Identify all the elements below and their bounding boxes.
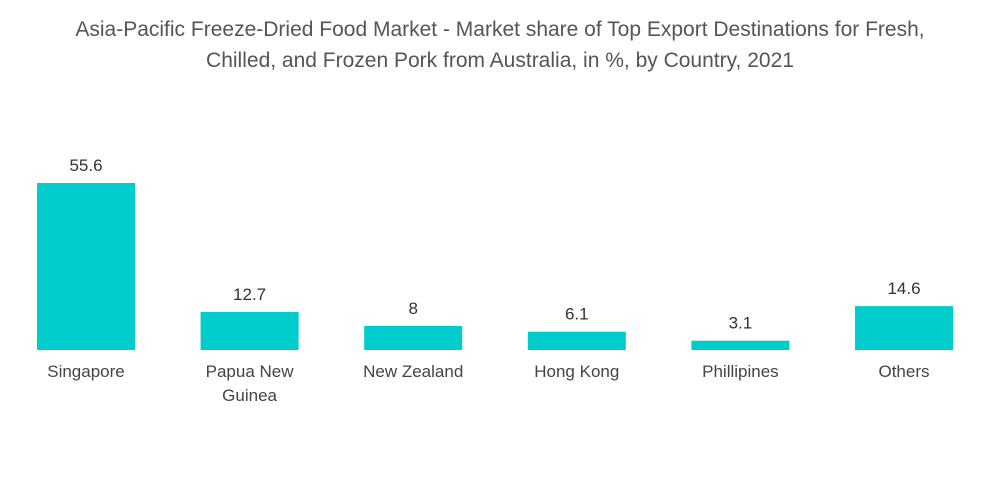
- category-label-new-zealand: New Zealand: [363, 362, 463, 381]
- category-label-line: Singapore: [47, 362, 125, 381]
- chart-title-line-2: Chilled, and Frozen Pork from Australia,…: [206, 49, 794, 72]
- value-label-hong-kong: 6.1: [565, 305, 589, 324]
- bar-others: [855, 306, 953, 350]
- value-labels-group: 55.6 12.7 8 6.1 3.1 14.6: [69, 156, 920, 333]
- chart-title: Asia-Pacific Freeze-Dried Food Market - …: [0, 14, 1000, 76]
- bar-singapore: [37, 183, 135, 350]
- bar-new-zealand: [364, 326, 463, 350]
- bars-group: [37, 183, 953, 350]
- category-label-line: Others: [878, 362, 929, 381]
- category-label-line: New Zealand: [363, 362, 463, 381]
- value-label-phillipines: 3.1: [729, 314, 753, 333]
- value-label-papua-new-guinea: 12.7: [233, 285, 266, 304]
- bar-hong-kong: [527, 331, 626, 350]
- category-label-phillipines: Phillipines: [702, 362, 779, 381]
- category-label-papua-new-guinea: Papua New Guinea: [206, 362, 295, 405]
- category-label-others: Others: [878, 362, 929, 381]
- category-label-line: Hong Kong: [534, 362, 619, 381]
- category-labels-group: Singapore Papua New Guinea New Zealand Hong …: [47, 362, 929, 405]
- value-label-new-zealand: 8: [408, 299, 417, 318]
- category-label-hong-kong: Hong Kong: [534, 362, 619, 381]
- category-label-line: Guinea: [222, 386, 277, 405]
- bar-phillipines: [691, 340, 790, 350]
- category-label-line: Papua New: [206, 362, 295, 381]
- bar-papua-new-guinea: [200, 311, 299, 350]
- value-label-singapore: 55.6: [69, 156, 102, 175]
- value-label-others: 14.6: [887, 279, 920, 298]
- chart-title-line-1: Asia-Pacific Freeze-Dried Food Market - …: [75, 18, 925, 41]
- category-label-singapore: Singapore: [47, 362, 125, 381]
- category-label-line: Phillipines: [702, 362, 779, 381]
